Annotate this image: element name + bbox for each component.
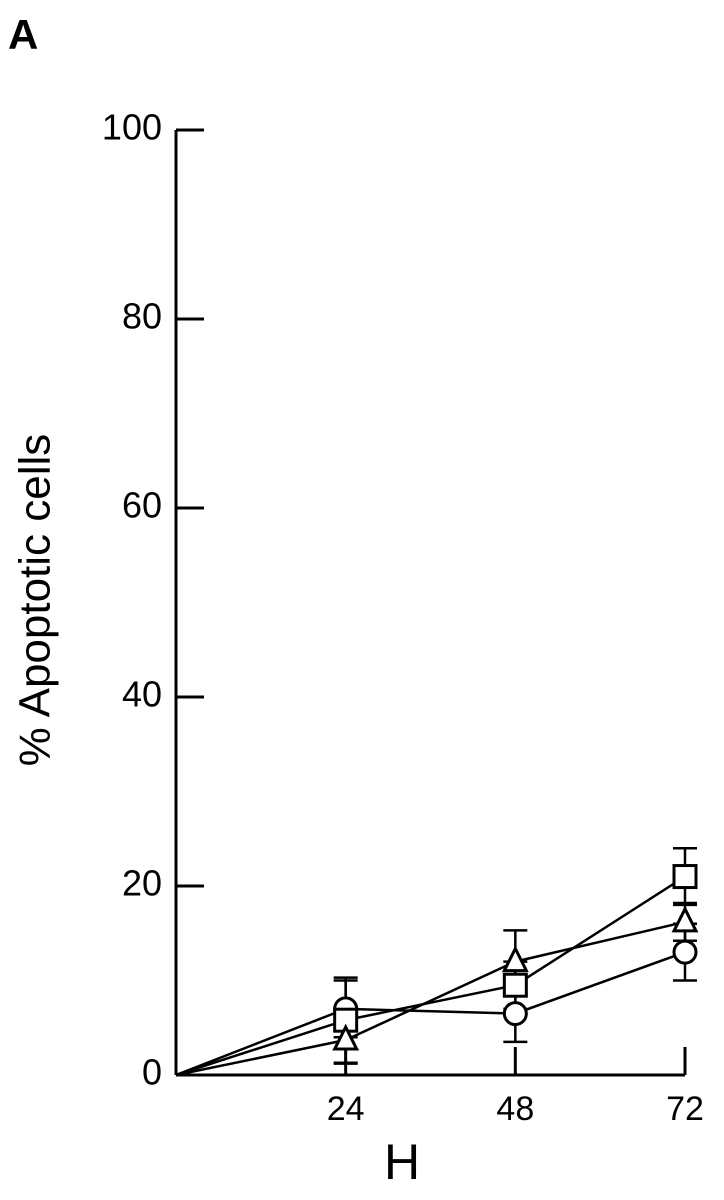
y-tick-label: 100 bbox=[102, 107, 162, 148]
x-tick-label: 72 bbox=[666, 1090, 704, 1128]
y-tick-label: 40 bbox=[122, 674, 162, 715]
y-tick-label: 0 bbox=[142, 1052, 162, 1093]
series-line bbox=[175, 920, 686, 1077]
series-line bbox=[175, 950, 686, 1077]
series-line bbox=[175, 875, 686, 1077]
y-tick-label: 80 bbox=[122, 296, 162, 337]
point bbox=[501, 945, 529, 973]
panel-label: A bbox=[8, 11, 38, 58]
point bbox=[502, 1001, 528, 1027]
x-tick-label: 48 bbox=[496, 1090, 534, 1128]
x-tick-label: 24 bbox=[327, 1090, 365, 1128]
point bbox=[672, 939, 698, 965]
point bbox=[332, 1023, 360, 1051]
y-tick-label: 20 bbox=[122, 863, 162, 904]
x-axis-label: H bbox=[384, 1134, 420, 1190]
point bbox=[671, 905, 699, 933]
y-axis-label: % Apoptotic cells bbox=[11, 434, 60, 767]
point bbox=[672, 864, 698, 890]
y-tick-label: 60 bbox=[122, 485, 162, 526]
point bbox=[502, 972, 528, 998]
